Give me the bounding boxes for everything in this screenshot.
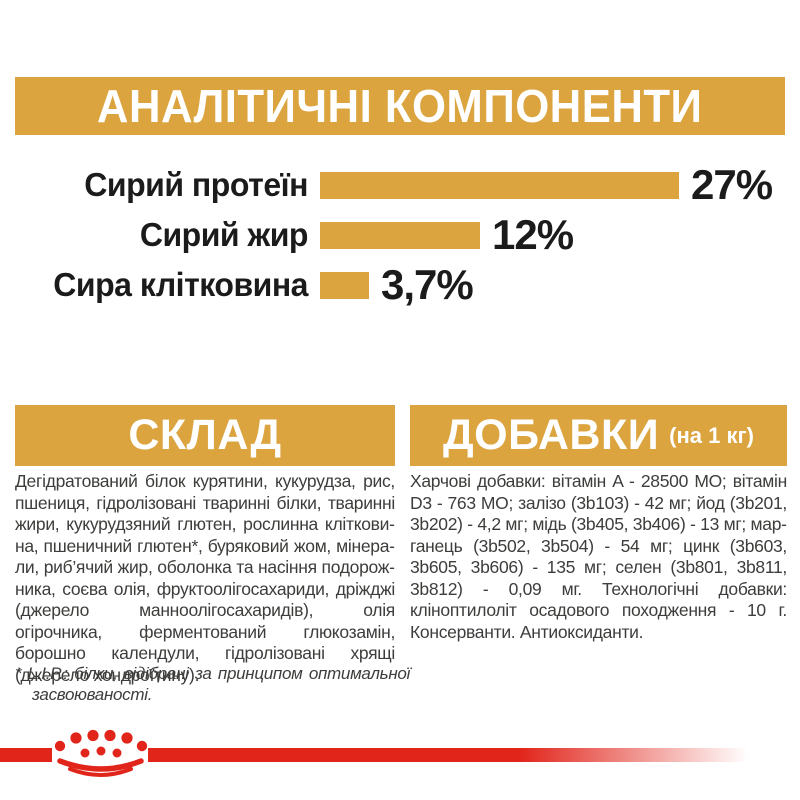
additives-body: Харчові добавки: вітамін A - 28500 МО; в… (410, 471, 787, 642)
additives-header: ДОБАВКИ (на 1 кг) (410, 405, 787, 466)
chart-row-fat: Сирий жир 12% (0, 210, 800, 260)
lip-footnote: * L.I.P.: білки, відібрані за принципом … (15, 664, 410, 704)
chart-row-value: 27% (691, 161, 773, 208)
chart-row-label: Сирий жир (139, 216, 309, 253)
additives-heading: ДОБАВКИ (443, 411, 660, 459)
composition-header: СКЛАД (15, 405, 395, 466)
analytical-components-chart: Сирий протеїн 27% Сирий жир 12% Сира клі… (0, 160, 800, 310)
additives-heading-suffix: (на 1 кг) (669, 422, 754, 448)
chart-row-fibre: Сира клітковина 3,7% (0, 260, 800, 310)
chart-bar (320, 271, 369, 299)
chart-row-label: Сира клітковина (53, 266, 309, 303)
chart-row-value: 3,7% (381, 261, 474, 308)
chart-bar (320, 221, 480, 249)
chart-row-label: Сирий протеїн (84, 166, 308, 203)
footer-stripe-left (0, 748, 52, 762)
analytical-components-header: АНАЛІТИЧНІ КОМПОНЕНТИ (15, 77, 785, 135)
analytical-components-title: АНАЛІТИЧНІ КОМПОНЕНТИ (97, 80, 703, 132)
footer-stripe-right (148, 748, 748, 762)
chart-row-protein: Сирий протеїн 27% (0, 160, 800, 210)
royal-canin-crown-logo (54, 729, 148, 777)
composition-heading: СКЛАД (128, 411, 282, 459)
chart-row-value: 12% (492, 211, 574, 258)
composition-body: Дегідратований білок курятини, кукурудза… (15, 471, 395, 685)
chart-bar (320, 171, 679, 199)
